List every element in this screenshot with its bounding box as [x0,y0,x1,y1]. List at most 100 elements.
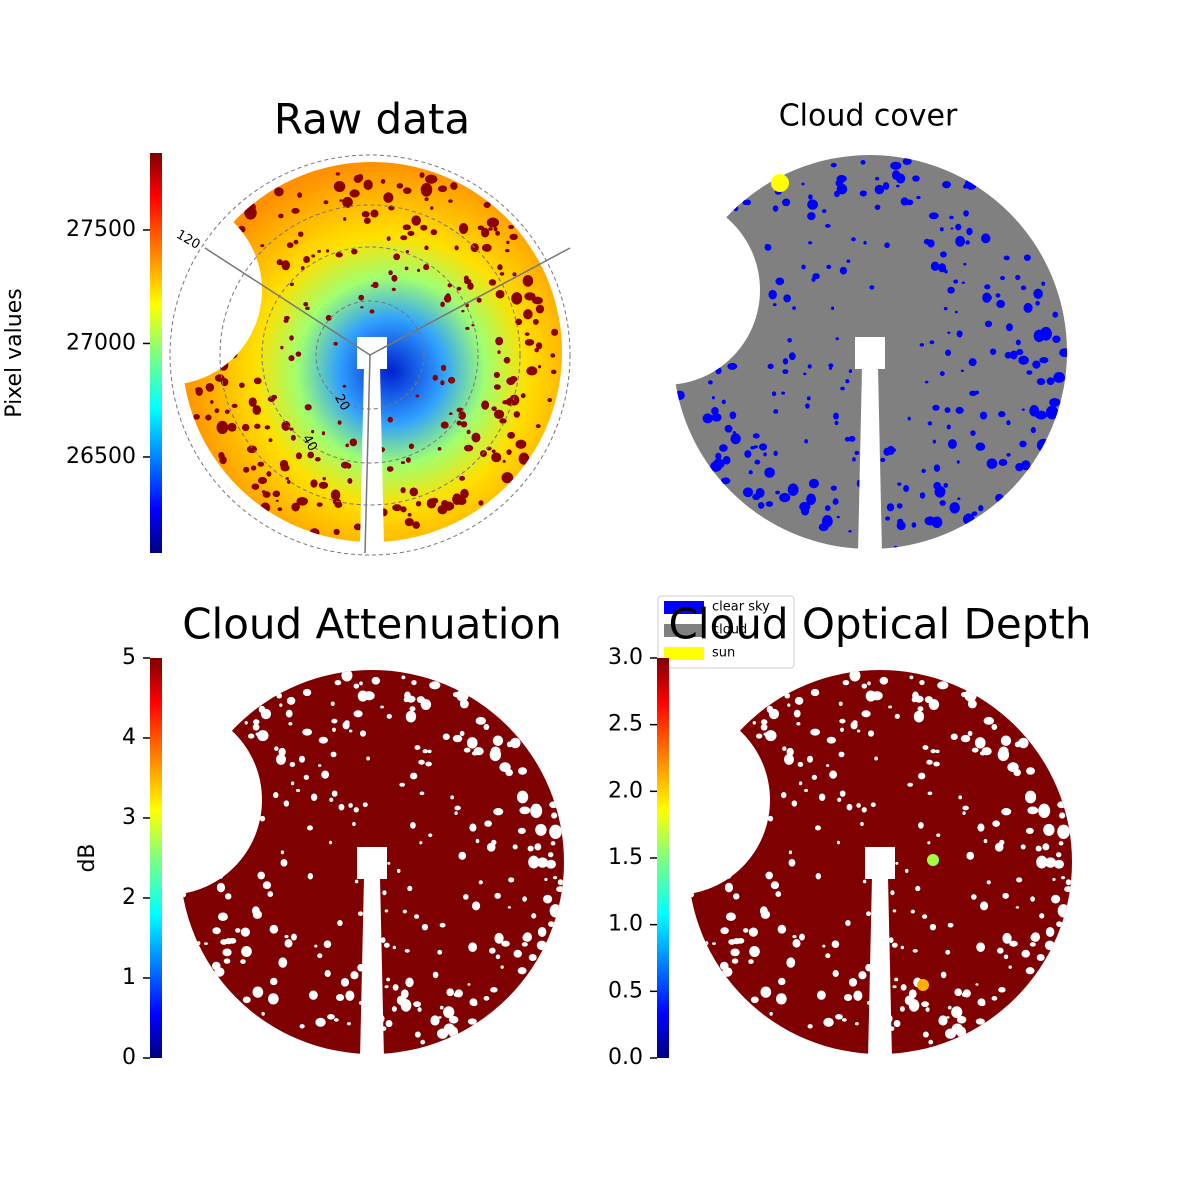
image-spot [874,184,885,195]
image-spot [522,275,534,287]
image-spot [419,172,425,178]
image-spot [919,492,926,499]
image-spot [725,912,736,921]
image-spot [767,815,774,822]
image-spot [981,233,991,244]
colorbar-tick-label: 2.5 [608,712,643,737]
image-spot [291,502,300,512]
image-spot [454,805,461,811]
image-spot [353,523,363,531]
image-spot [1053,371,1065,383]
image-spot [950,227,954,230]
image-spot [955,406,964,414]
image-spot [359,681,363,686]
image-spot [782,358,789,365]
image-spot [836,183,848,195]
image-spot [333,180,346,192]
image-spot [1041,281,1046,286]
image-spot [407,885,413,892]
image-spot [432,971,439,979]
image-spot [1052,335,1061,343]
image-spot [975,1018,985,1025]
colorbar-tick-label: 27000 [66,330,136,355]
image-spot [1039,913,1045,919]
image-spot [963,210,969,217]
image-spot [962,513,975,526]
image-spot [325,314,332,321]
image-spot [949,502,960,514]
image-spot [311,254,316,258]
image-spot [837,797,842,803]
image-spot [975,983,979,986]
image-spot [429,681,441,690]
image-spot [275,499,279,502]
image-spot [1006,323,1013,332]
image-spot [848,529,852,533]
image-spot [778,977,786,986]
image-spot [497,350,501,354]
image-spot [483,723,490,731]
image-spot [796,722,801,726]
image-spot [354,879,359,884]
image-spot [1016,877,1023,883]
image-spot [456,420,462,426]
image-spot [964,689,977,702]
image-spot [243,466,250,473]
image-spot [405,710,417,723]
image-spot [402,187,412,194]
image-spot [728,939,736,945]
sun-marker [771,174,789,192]
image-spot [962,805,969,811]
image-spot [949,215,954,220]
image-spot [480,227,490,238]
image-spot [743,928,749,933]
image-spot [439,1005,444,1010]
image-spot [791,800,798,807]
image-spot [544,877,548,882]
colorbar-tick-label: 1 [122,965,136,990]
image-spot [707,380,713,385]
image-spot [405,977,414,988]
image-spot [1051,894,1061,904]
image-spot [358,911,363,917]
image-spot [415,394,420,398]
image-spot [1023,302,1033,313]
image-spot [293,239,299,245]
image-spot [493,384,501,390]
colorbar [657,658,669,1058]
colorbar-tick-label: 27500 [66,217,136,242]
image-spot [928,212,939,220]
image-spot [314,456,321,462]
image-spot [1020,844,1026,850]
image-mask [72,705,262,895]
image-spot [960,734,971,743]
image-spot [466,737,478,749]
image-spot [349,438,358,447]
image-spot [486,842,496,852]
image-spot [1033,288,1043,299]
image-spot [828,363,834,368]
image-spot [1036,855,1048,869]
colorbar-tick-label: 2.0 [608,778,643,803]
image-spot [712,942,716,945]
image-spot [758,443,768,451]
image-spot [552,876,558,880]
image-spot [859,190,867,197]
image-spot [238,382,245,388]
image-spot [978,505,984,512]
image-spot [870,802,876,808]
image-spot [1006,452,1011,457]
image-spot [291,933,297,941]
image-spot [929,340,935,345]
image-spot [516,790,529,804]
image-spot [534,347,539,353]
image-spot [925,1007,930,1012]
image-spot [317,953,323,959]
image-spot [935,749,940,754]
image-spot [535,823,547,836]
colorbar-tick-label: 0.0 [608,1045,643,1070]
image-spot [449,412,453,416]
polar-r-label: 40 [299,432,320,454]
image-spot [475,838,480,844]
legend-label: clear sky [712,600,770,615]
